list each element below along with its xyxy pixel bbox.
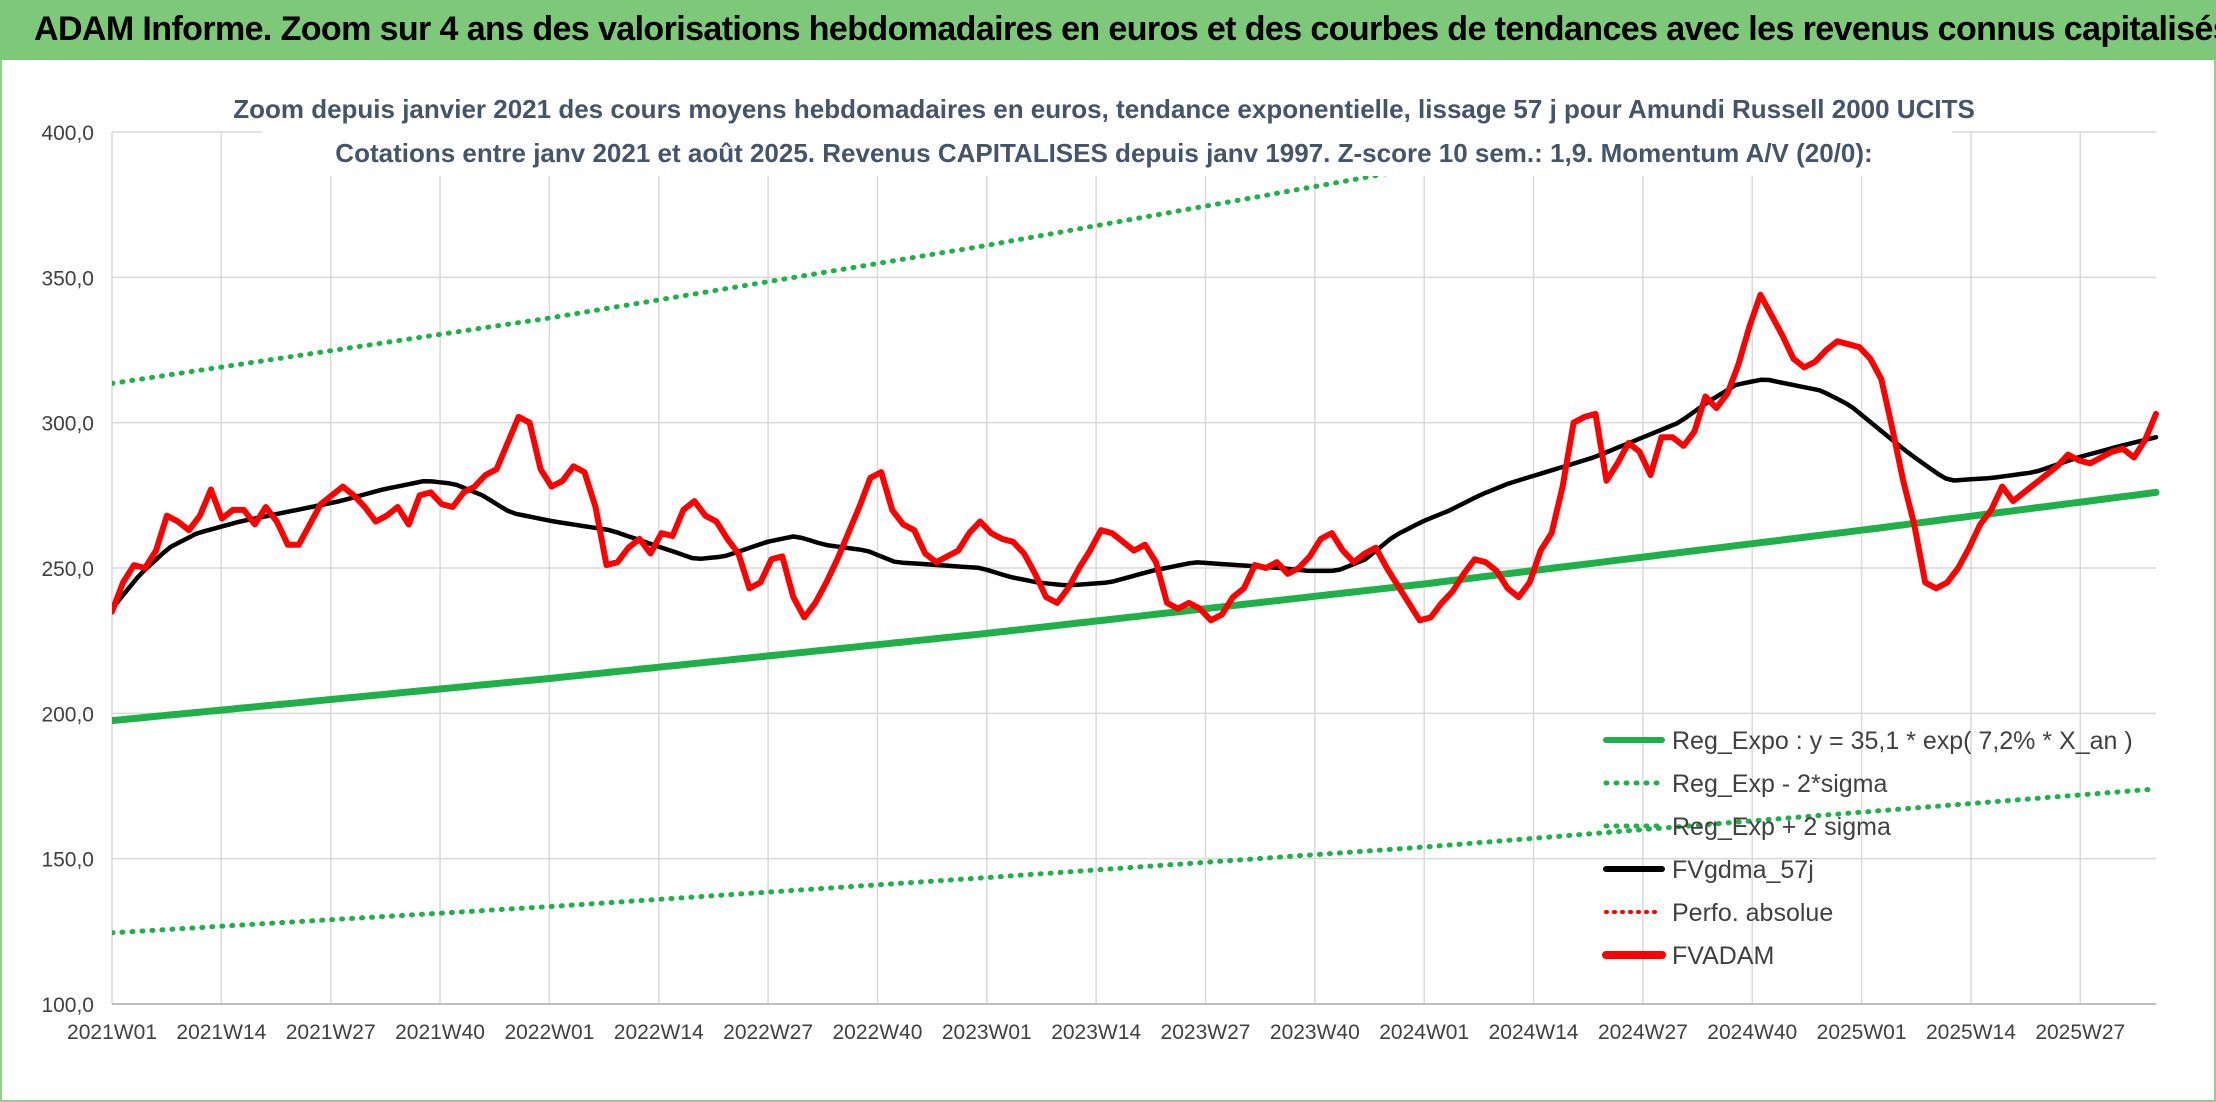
chart-title: Zoom depuis janvier 2021 des cours moyen… [233,94,1975,124]
x-tick-label: 2025W01 [1817,1021,1907,1044]
x-tick-label: 2021W27 [286,1021,376,1044]
x-tick-label: 2024W01 [1379,1021,1469,1044]
y-tick-label: 350,0 [41,267,94,290]
legend-label: FVgdma_57j [1672,856,1814,884]
chart-subtitle: Cotations entre janv 2021 et août 2025. … [335,138,1872,168]
chart-titles: Zoom depuis janvier 2021 des cours moyen… [233,84,1975,176]
legend-label: Reg_Exp - 2*sigma [1672,770,1887,798]
header-band: ADAM Informe. Zoom sur 4 ans des valoris… [0,0,2216,60]
report-title: ADAM Informe. Zoom sur 4 ans des valoris… [34,10,2216,48]
x-tick-label: 2021W14 [176,1021,266,1044]
x-tick-label: 2023W01 [942,1021,1032,1044]
x-axis-tick-labels: 2021W01 2021W14 2021W27 2021W40 2022W01 2022W… [67,1021,2125,1044]
y-tick-label: 300,0 [41,413,94,436]
series-fvadam-line [112,291,2159,624]
x-tick-label: 2021W01 [67,1021,157,1044]
chart-series [112,130,2160,936]
x-tick-label: 2022W40 [832,1021,922,1044]
legend-label: Reg_Exp + 2 sigma [1672,813,1891,841]
series-reg-plus-2sigma-line [112,130,1629,386]
y-tick-label: 250,0 [41,558,94,581]
legend-label: FVADAM [1672,942,1774,970]
y-tick-label: 200,0 [41,703,94,726]
x-tick-label: 2025W14 [1926,1021,2016,1044]
chart-legend: Reg_Expo : y = 35,1 * exp( 7,2% * X_an )… [1602,727,2133,970]
y-tick-label: 400,0 [41,122,94,145]
y-axis-tick-labels: 100,0 150,0 200,0 250,0 300,0 350,0 400,0 [41,122,94,1017]
y-tick-label: 100,0 [41,994,94,1017]
x-tick-label: 2023W27 [1161,1021,1251,1044]
x-tick-label: 2023W14 [1051,1021,1141,1044]
title-background [262,84,1952,176]
legend-label: Perfo. absolue [1672,899,1833,927]
x-tick-label: 2025W27 [2035,1021,2125,1044]
y-tick-label: 150,0 [41,849,94,872]
x-tick-label: 2024W14 [1489,1021,1579,1044]
x-tick-label: 2021W40 [395,1021,485,1044]
legend-label: Reg_Expo : y = 35,1 * exp( 7,2% * X_an ) [1672,727,2133,755]
chart-gridlines [111,131,2156,1005]
x-tick-label: 2022W14 [614,1021,704,1044]
x-tick-label: 2022W01 [504,1021,594,1044]
x-tick-label: 2024W40 [1707,1021,1797,1044]
series-reg-minus-2sigma-line [112,786,2159,936]
x-tick-label: 2024W27 [1598,1021,1688,1044]
series-reg-expo-line [112,488,2160,725]
series-fvgdma-57j-line [112,377,2159,611]
x-tick-label: 2023W40 [1270,1021,1360,1044]
x-tick-label: 2022W27 [723,1021,813,1044]
